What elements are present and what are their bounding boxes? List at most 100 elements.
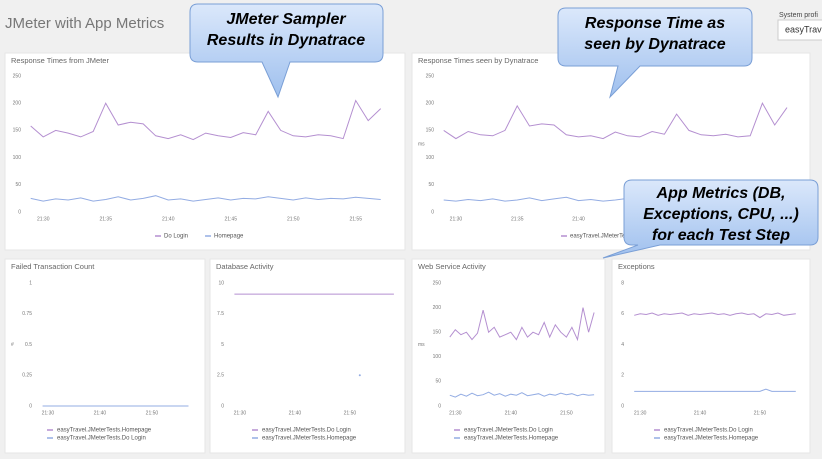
series-line	[443, 102, 788, 140]
legend-label: Do Login	[164, 234, 188, 240]
callout-text: Results in Dynatrace	[207, 32, 365, 49]
series-line	[30, 99, 382, 141]
x-tick-label: 21:30	[450, 216, 463, 222]
y-tick-label: 150	[426, 128, 435, 134]
y-tick-label: 0.75	[22, 311, 32, 317]
y-tick-label: 50	[15, 182, 21, 188]
y-tick-label: 250	[426, 73, 435, 79]
y-tick-label: 200	[13, 101, 22, 107]
panel-bg	[4, 258, 206, 454]
y-tick-label: 0.5	[25, 342, 32, 348]
legend-label: easyTravel.JMeterTests.Do Login	[570, 234, 659, 240]
callout-text: App Metrics (DB,	[656, 185, 786, 202]
panel-bg	[611, 258, 811, 454]
y-tick-label: 150	[13, 128, 22, 134]
callout-text: Response Time as	[585, 15, 725, 32]
series-line	[449, 307, 595, 342]
y-tick-label: 0	[29, 403, 32, 409]
legend-label: easyTravel.JMeterTests.Do Login	[57, 436, 146, 442]
y-tick-label: 0	[221, 403, 224, 409]
y-tick-label: 7.5	[217, 311, 224, 317]
y-tick-label: 200	[426, 101, 435, 107]
chart-panel: Web Service Activity 0 50 100 150 200 250 21:30…	[411, 258, 606, 454]
chart-panel: Exceptions 0 2 4 6 8 21:30 21:40 21:50 easyTravel…	[611, 258, 811, 454]
legend-label: easyTravel.JMeterTests.Homepage	[664, 436, 759, 442]
y-tick-label: 4	[621, 342, 624, 348]
callouts: JMeter Sampler Results in Dynatrace Respon…	[189, 3, 819, 259]
y-tick-label: 0	[438, 403, 441, 409]
x-tick-label: 21:40	[572, 216, 585, 222]
x-tick-label: 21:50	[287, 216, 300, 222]
y-tick-label: 200	[433, 305, 442, 311]
legend-label: easyTravel.JMeterTests.Homepage	[262, 436, 357, 442]
callout-box	[189, 3, 384, 99]
panel-title: Failed Transaction Count	[11, 262, 95, 271]
y-axis-label: #	[11, 342, 14, 348]
callout-text: for each Test Step	[652, 227, 790, 244]
callout-text: seen by Dynatrace	[584, 36, 726, 53]
y-tick-label: 250	[433, 280, 442, 286]
series-line	[634, 312, 796, 319]
callout-text: JMeter Sampler	[226, 11, 346, 28]
chart-panel: Database Activity 0 2.5 5 7.5 10 21:30 21:40 21:…	[209, 258, 406, 454]
series-line	[449, 391, 595, 398]
legend-label: easyTravel.JMeterTests.Do Login	[262, 428, 351, 434]
panel-title: Exceptions	[618, 262, 655, 271]
legend-label: easyTravel.JMeterTests.Homepage	[57, 428, 152, 434]
series-line	[634, 388, 796, 392]
y-tick-label: 50	[435, 379, 441, 385]
x-tick-label: 21:30	[234, 410, 247, 416]
y-tick-label: 0.25	[22, 373, 32, 379]
legend-label: easyTravel.JMeterTests.Do Login	[664, 428, 753, 434]
callout-box	[557, 7, 753, 99]
panel-title: Response Times seen by Dynatrace	[418, 56, 538, 65]
x-tick-label: 21:35	[99, 216, 112, 222]
y-axis-label: ms	[418, 141, 425, 147]
y-tick-label: 1	[29, 280, 32, 286]
chart-panel: Response Times from JMeter 0 50 100 150 200 25…	[4, 52, 406, 251]
page-title: JMeter with App Metrics	[5, 15, 164, 32]
panel-bg	[411, 258, 606, 454]
y-tick-label: 100	[13, 155, 22, 161]
x-tick-label: 21:50	[754, 410, 767, 416]
legend-label: easyTravel.JMeterTests.Do Login	[464, 428, 553, 434]
callout-box	[602, 179, 819, 259]
legend-label: Homepage	[214, 234, 244, 240]
x-tick-label: 21:30	[37, 216, 50, 222]
legend-label: easyTravel.JMeterTests.Homepage	[464, 436, 559, 442]
y-tick-label: 2.5	[217, 373, 224, 379]
y-tick-label: 250	[13, 73, 22, 79]
x-tick-label: 21:30	[42, 410, 55, 416]
y-tick-label: 8	[621, 280, 624, 286]
x-tick-label: 21:40	[162, 216, 175, 222]
panel-title: Database Activity	[216, 262, 274, 271]
y-tick-label: 150	[433, 330, 442, 336]
x-tick-label: 21:40	[505, 410, 518, 416]
x-tick-label: 21:50	[560, 410, 573, 416]
x-tick-label: 21:40	[289, 410, 302, 416]
x-tick-label: 21:40	[694, 410, 707, 416]
x-tick-label: 21:40	[94, 410, 107, 416]
y-tick-label: 100	[426, 155, 435, 161]
x-tick-label: 21:35	[511, 216, 524, 222]
y-tick-label: 6	[621, 311, 624, 317]
x-tick-label: 21:30	[634, 410, 647, 416]
x-tick-label: 21:30	[449, 410, 462, 416]
callout-text: Exceptions, CPU, ...)	[643, 206, 799, 223]
panel-bg	[209, 258, 406, 454]
x-tick-label: 21:50	[146, 410, 159, 416]
y-tick-label: 2	[621, 373, 624, 379]
x-tick-label: 21:50	[344, 410, 357, 416]
y-tick-label: 0	[621, 403, 624, 409]
y-tick-label: 0	[431, 209, 434, 215]
y-tick-label: 10	[218, 280, 224, 286]
data-point	[358, 374, 361, 377]
y-tick-label: 100	[433, 354, 442, 360]
profile-select[interactable]	[777, 19, 822, 41]
series-line	[30, 195, 381, 202]
chart-panel: Failed Transaction Count 0 0.25 0.5 0.75 1 21:…	[4, 258, 206, 454]
y-axis-label: ms	[418, 342, 425, 348]
profile-value[interactable]: easyTrav	[785, 24, 822, 34]
profile-label: System profi	[779, 12, 818, 19]
